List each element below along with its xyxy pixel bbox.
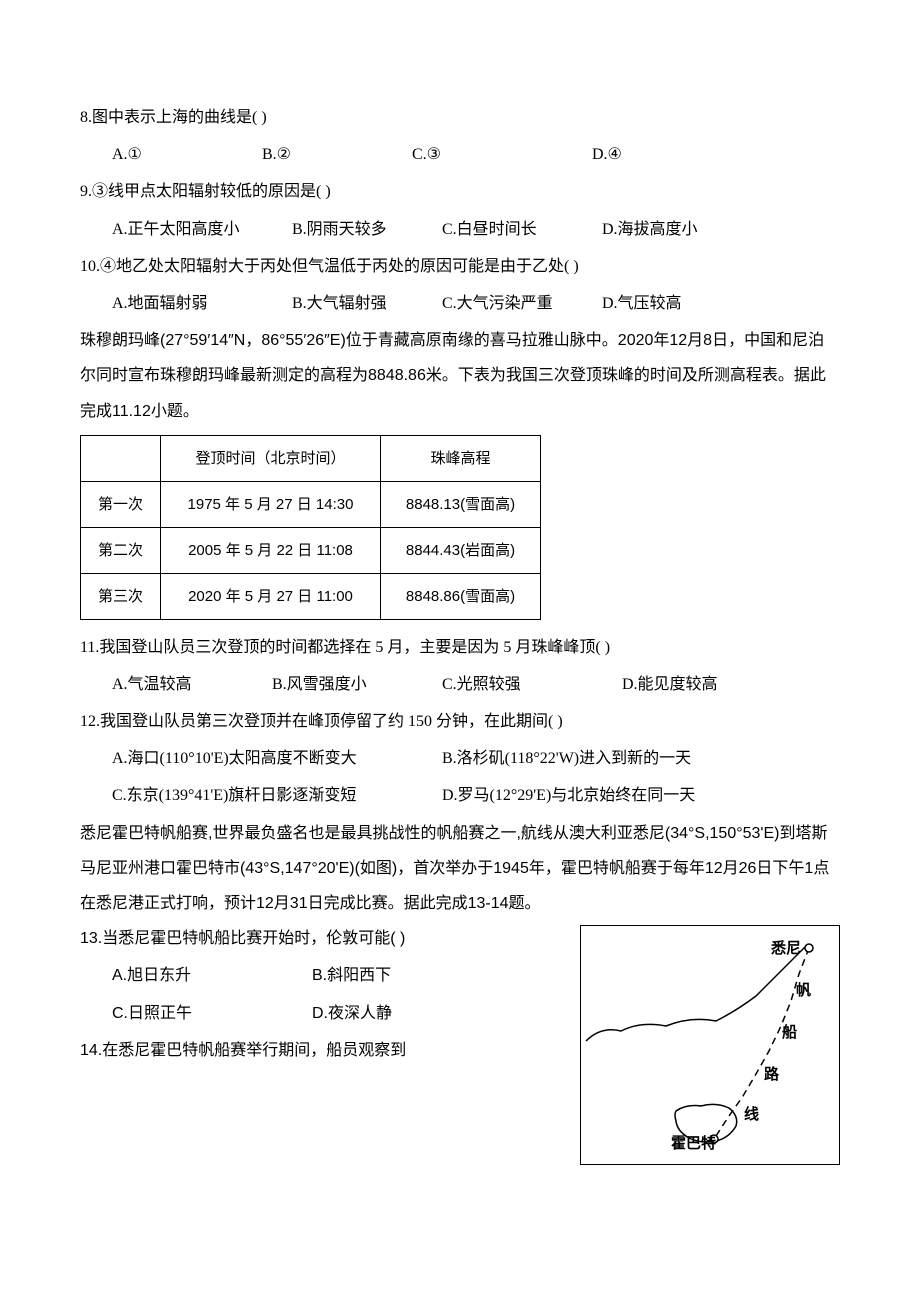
q11-stem: 11.我国登山队员三次登顶的时间都选择在 5 月，主要是因为 5 月珠峰峰顶( … [80,630,840,665]
q12-options-row2: C.东京(139°41'E)旗杆日影逐渐变短 D.罗马(12°29'E)与北京始… [80,778,840,813]
q9-stem: 9.③线甲点太阳辐射较低的原因是( ) [80,174,840,209]
q8-options: A.① B.② C.③ D.④ [80,137,840,172]
q10-opt-b: B.大气辐射强 [292,286,442,321]
everest-table: 登顶时间（北京时间） 珠峰高程 第一次 1975 年 5 月 27 日 14:3… [80,435,541,620]
q10-stem: 10.④地乙处太阳辐射大于丙处但气温低于丙处的原因可能是由于乙处( ) [80,249,840,284]
label-hobart: 霍巴特 [671,1127,716,1160]
q9-opt-a: A.正午太阳高度小 [112,212,292,247]
q9-options: A.正午太阳高度小 B.阴雨天较多 C.白昼时间长 D.海拔高度小 [80,212,840,247]
q11-opt-d: D.能见度较高 [622,667,718,702]
q8-opt-b: B.② [262,137,412,172]
q10-options: A.地面辐射弱 B.大气辐射强 C.大气污染严重 D.气压较高 [80,286,840,321]
q12-stem: 12.我国登山队员第三次登顶并在峰顶停留了约 150 分钟，在此期间( ) [80,704,840,739]
q13-opt-d: D.夜深人静 [312,996,392,1031]
q11-opt-c: C.光照较强 [442,667,622,702]
label-sydney: 悉尼 [771,932,801,965]
q8-stem: 8.图中表示上海的曲线是( ) [80,100,840,135]
q12-opt-c: C.东京(139°41'E)旗杆日影逐渐变短 [112,778,442,813]
label-route1: 帆 [796,974,811,1007]
q13-opt-a: A.旭日东升 [112,958,312,993]
q11-options: A.气温较高 B.风雪强度小 C.光照较强 D.能见度较高 [80,667,840,702]
sydney-hobart-map: 悉尼 帆 船 路 线 霍巴特 [580,925,840,1165]
label-route4: 线 [744,1098,759,1131]
q14-stem: 14.在悉尼霍巴特帆船赛举行期间，船员观察到 [80,1033,566,1068]
row1-label: 第一次 [81,481,161,527]
q12-opt-d: D.罗马(12°29'E)与北京始终在同一天 [442,778,695,813]
q8-opt-a: A.① [112,137,262,172]
passage-everest: 珠穆朗玛峰(27°59′14″N，86°55′26″E)位于青藏高原南缘的喜马拉… [80,323,840,429]
row1-time: 1975 年 5 月 27 日 14:30 [161,481,381,527]
q10-opt-a: A.地面辐射弱 [112,286,292,321]
row2-time: 2005 年 5 月 22 日 11:08 [161,527,381,573]
q13-options-row2: C.日照正午 D.夜深人静 [80,996,566,1031]
row3-time: 2020 年 5 月 27 日 11:00 [161,573,381,619]
th-time: 登顶时间（北京时间） [161,435,381,481]
q12-options-row1: A.海口(110°10'E)太阳高度不断变大 B.洛杉矶(118°22'W)进入… [80,741,840,776]
q9-opt-d: D.海拔高度小 [602,212,698,247]
table-row: 第二次 2005 年 5 月 22 日 11:08 8844.43(岩面高) [81,527,541,573]
row2-height: 8844.43(岩面高) [381,527,541,573]
q9-opt-b: B.阴雨天较多 [292,212,442,247]
q9-opt-c: C.白昼时间长 [442,212,602,247]
q8-opt-d: D.④ [592,137,622,172]
label-route3: 路 [764,1058,779,1091]
q13-opt-b: B.斜阳西下 [312,958,391,993]
row2-label: 第二次 [81,527,161,573]
q13-opt-c: C.日照正午 [112,996,312,1031]
th-blank [81,435,161,481]
q13-stem: 13.当悉尼霍巴特帆船比赛开始时，伦敦可能( ) [80,921,566,956]
q10-opt-c: C.大气污染严重 [442,286,602,321]
row3-label: 第三次 [81,573,161,619]
table-row: 第一次 1975 年 5 月 27 日 14:30 8848.13(雪面高) [81,481,541,527]
passage-sydney: 悉尼霍巴特帆船赛,世界最负盛名也是最具挑战性的帆船赛之一,航线从澳大利亚悉尼(3… [80,816,840,922]
q12-opt-a: A.海口(110°10'E)太阳高度不断变大 [112,741,442,776]
q13-options-row1: A.旭日东升 B.斜阳西下 [80,958,566,993]
label-route2: 船 [782,1016,797,1049]
row1-height: 8848.13(雪面高) [381,481,541,527]
sydney-point [805,944,813,952]
q12-opt-b: B.洛杉矶(118°22'W)进入到新的一天 [442,741,691,776]
row3-height: 8848.86(雪面高) [381,573,541,619]
th-height: 珠峰高程 [381,435,541,481]
table-row: 第三次 2020 年 5 月 27 日 11:00 8848.86(雪面高) [81,573,541,619]
q11-opt-b: B.风雪强度小 [272,667,442,702]
q10-opt-d: D.气压较高 [602,286,682,321]
q8-opt-c: C.③ [412,137,592,172]
q11-opt-a: A.气温较高 [112,667,272,702]
